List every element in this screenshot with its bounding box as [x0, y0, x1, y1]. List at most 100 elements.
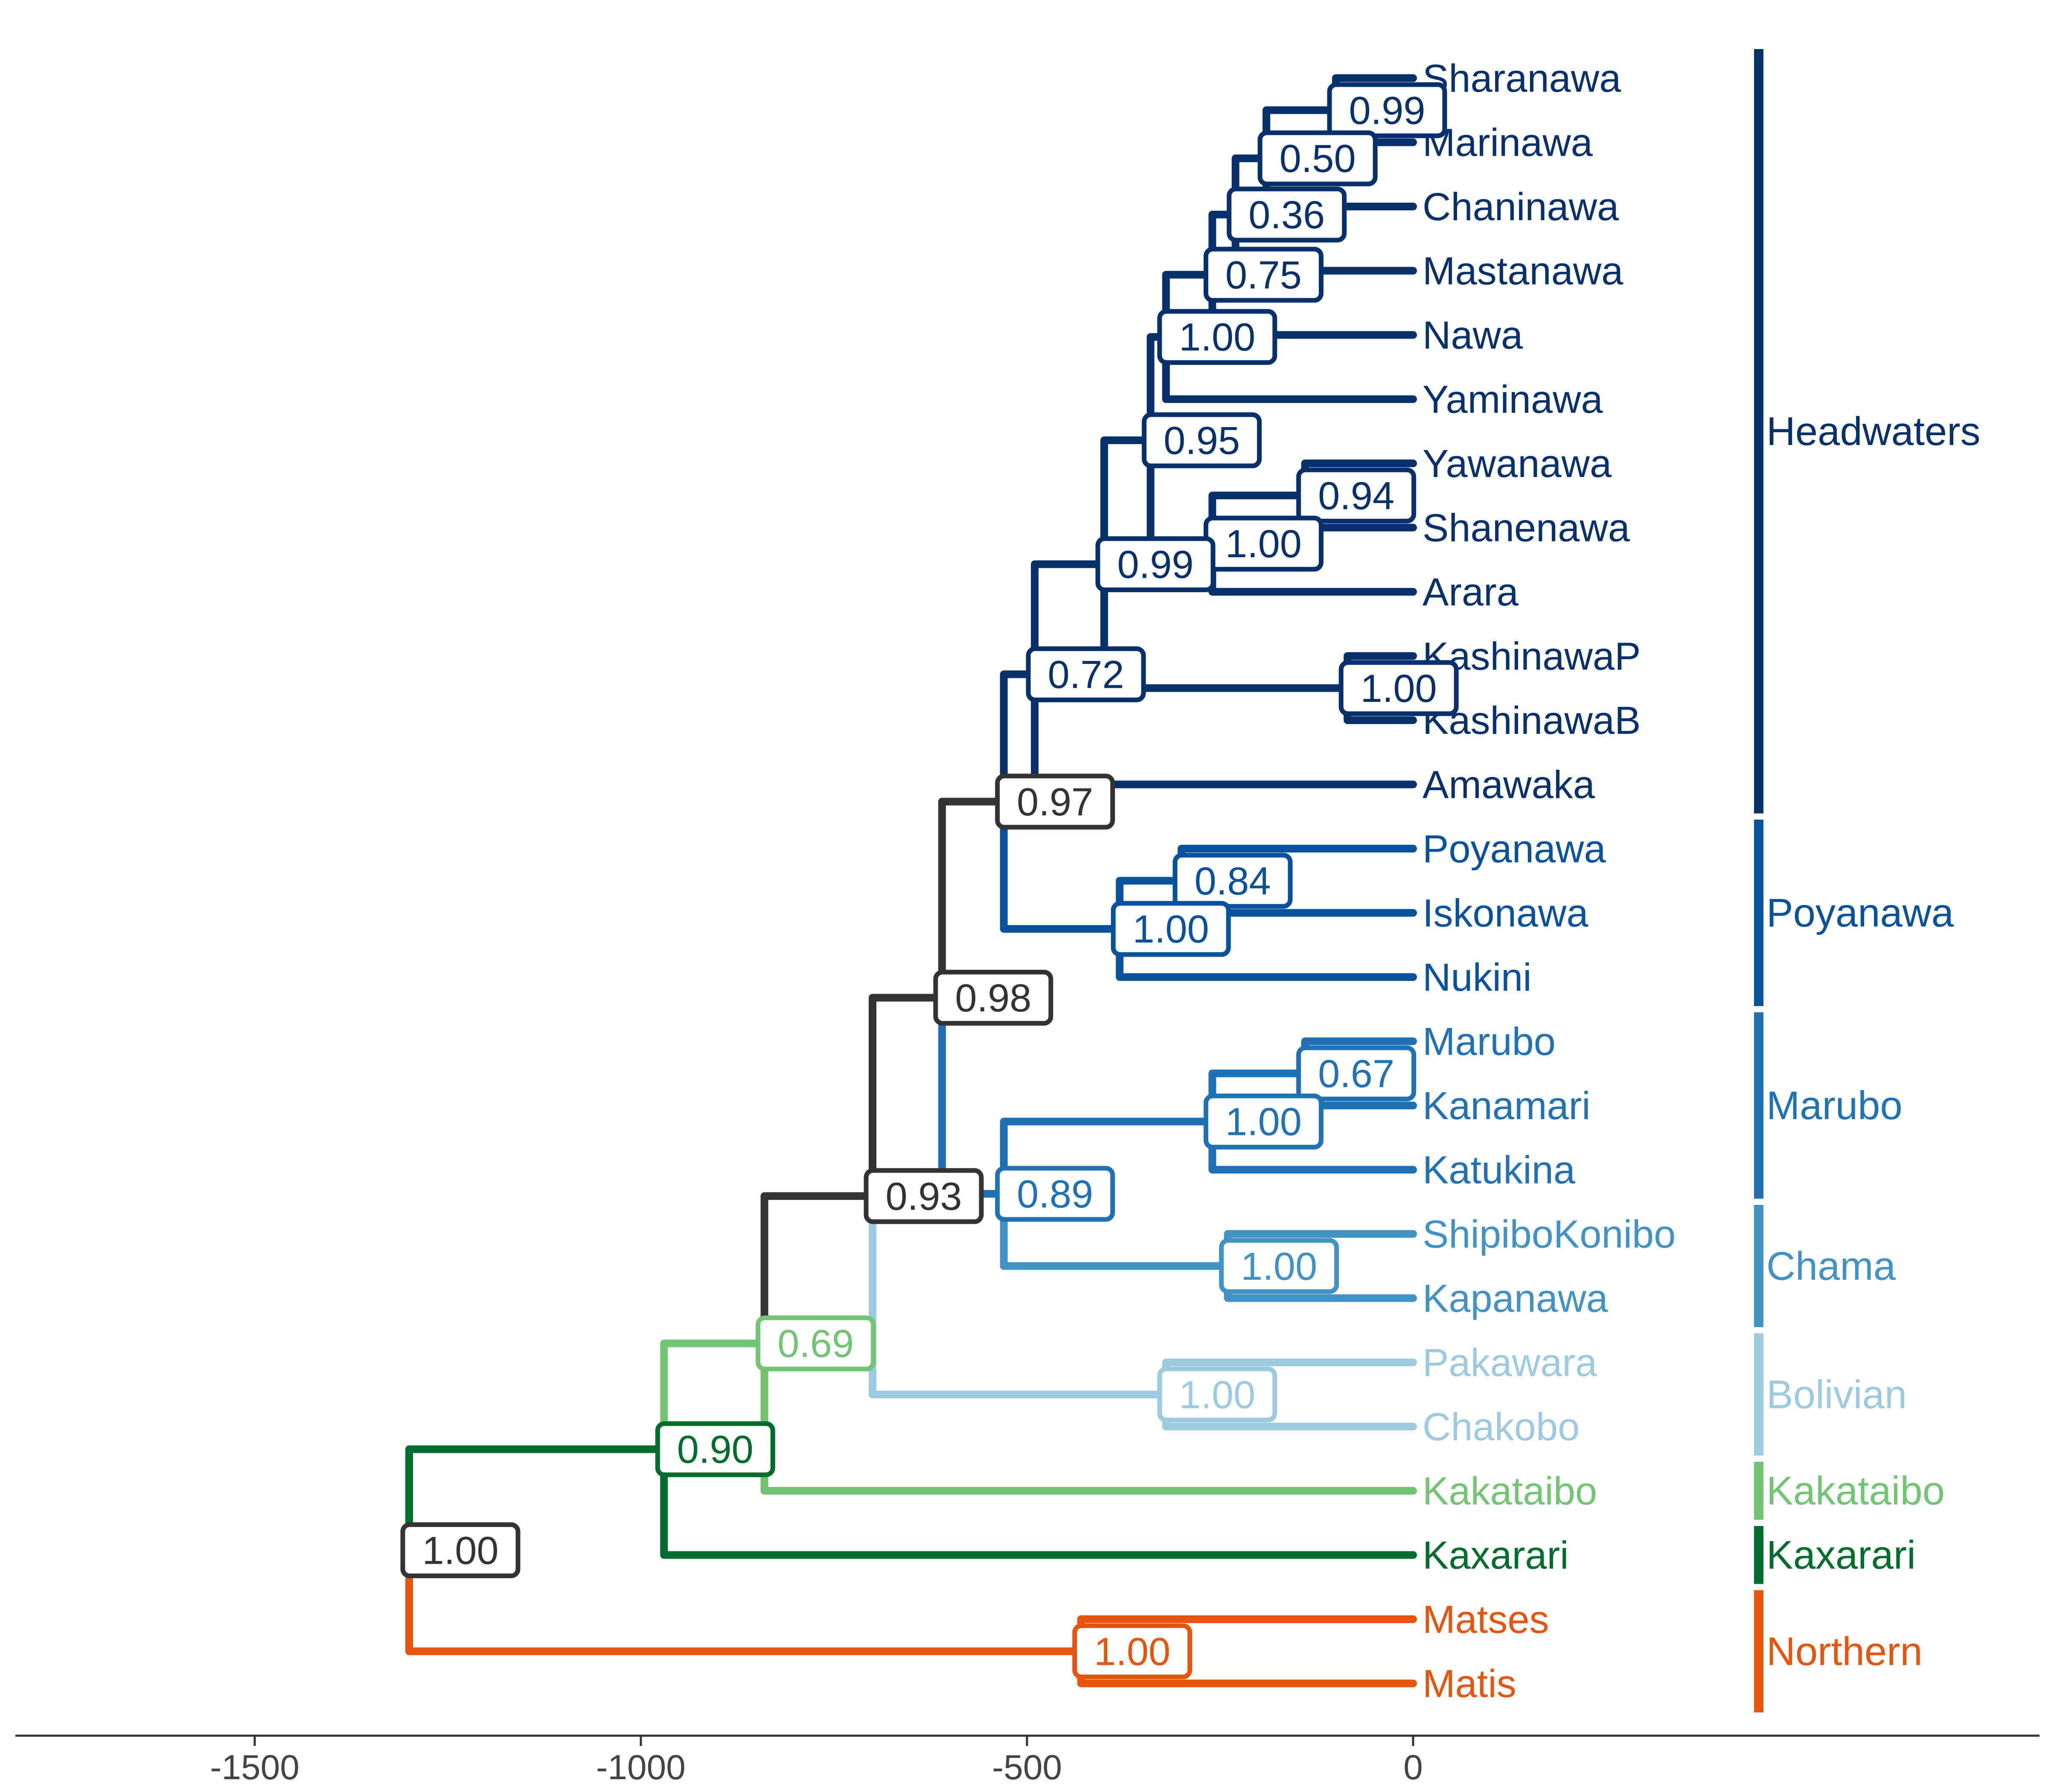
tip-label: Mastanawa — [1423, 250, 1623, 293]
tip-label: Pakawara — [1423, 1341, 1597, 1385]
support-text: 1.00 — [1133, 908, 1209, 951]
tip-label: Shanenawa — [1423, 506, 1630, 550]
tip-label: Sharanawa — [1423, 57, 1621, 100]
branch-n_root-1 — [405, 1546, 1085, 1655]
support-text: 0.97 — [1017, 780, 1093, 824]
support-value: 0.69 — [756, 1315, 876, 1372]
support-text: 0.98 — [955, 976, 1031, 1020]
support-value: 1.00 — [400, 1522, 521, 1578]
support-value: 0.95 — [1142, 412, 1262, 468]
time-axis: -1500 -1000 -500 0 — [15, 1734, 2039, 1787]
branch-n_core-1 — [869, 1192, 1170, 1399]
tip-label: Poyanawa — [1423, 827, 1606, 871]
clade-bars: Headwaters Poyanawa Marubo Chama Bolivian Kak… — [1754, 49, 1981, 1713]
branch-n_inner-1 — [938, 994, 1008, 1198]
support-value: 0.93 — [864, 1168, 984, 1224]
support-value: 1.00 — [1203, 515, 1324, 572]
tip-label: Iskonawa — [1423, 892, 1588, 935]
support-text: 0.69 — [777, 1322, 854, 1366]
support-value: 1.00 — [1219, 1238, 1339, 1294]
tip-label: Kanamari — [1423, 1084, 1591, 1128]
clade-label: Chama — [1766, 1243, 1896, 1288]
support-text: 1.00 — [1225, 1100, 1302, 1144]
axis-tick-label: -1000 — [596, 1748, 686, 1787]
support-value: 0.84 — [1172, 852, 1293, 909]
tip-label: Kakataibo — [1423, 1469, 1597, 1513]
support-text: 1.00 — [1225, 522, 1302, 566]
support-value: 0.36 — [1227, 186, 1347, 243]
branch-n_hw_poy-0 — [1000, 670, 1039, 806]
tip-label: Amawaka — [1423, 763, 1595, 807]
support-text: 0.75 — [1225, 253, 1302, 297]
branch-n_inner-0 — [938, 797, 1008, 1002]
support-value: 1.00 — [1072, 1623, 1193, 1679]
tip-label: Chaninawa — [1423, 185, 1619, 229]
support-text: 1.00 — [1241, 1245, 1317, 1288]
support-text: 1.00 — [1179, 1373, 1255, 1417]
tip-label: Yawanawa — [1423, 442, 1612, 486]
clade-label: Kaxarari — [1766, 1533, 1916, 1577]
tip-label: Chakobo — [1423, 1405, 1580, 1449]
clade-label: Northern — [1766, 1629, 1923, 1673]
branch-n_kak-0 — [760, 1192, 876, 1347]
support-value: 0.98 — [933, 969, 1053, 1026]
tip-label: Yaminawa — [1423, 378, 1603, 422]
support-text: 1.00 — [1179, 316, 1255, 359]
support-value: 0.50 — [1257, 130, 1378, 186]
support-text: 0.67 — [1318, 1052, 1394, 1096]
support-text: 0.84 — [1194, 859, 1271, 903]
support-value: 0.97 — [995, 774, 1115, 830]
support-text: 0.95 — [1164, 419, 1240, 463]
support-value: 0.99 — [1095, 536, 1216, 592]
branch-n_root-0 — [405, 1445, 668, 1554]
branch-n_kak-1 — [760, 1339, 1417, 1495]
branch-n_core-0 — [869, 994, 946, 1200]
support-value: 0.94 — [1296, 467, 1417, 524]
support-text: 0.89 — [1017, 1172, 1093, 1216]
support-text: 0.99 — [1349, 89, 1425, 132]
branch-n_hw_poy-1 — [1000, 797, 1124, 933]
support-labels: 0.99 0.50 0.36 0.75 1.00 0.94 1.00 0.95 1.00 0.99… — [400, 82, 1459, 1679]
axis-tick-label: -1500 — [210, 1748, 300, 1787]
support-value: 0.75 — [1203, 247, 1324, 303]
support-value: 1.00 — [1157, 1366, 1277, 1423]
support-value: 1.00 — [1203, 1094, 1324, 1150]
clade-label: Kakataibo — [1766, 1468, 1945, 1513]
axis-tick-label: 0 — [1403, 1748, 1423, 1787]
clade-label: Bolivian — [1766, 1372, 1907, 1417]
support-text: 0.36 — [1248, 193, 1325, 237]
tip-label: KashinawaB — [1423, 699, 1641, 742]
tip-label: Kaxarari — [1423, 1534, 1569, 1577]
support-text: 0.72 — [1048, 653, 1124, 696]
branch-n_kash_grp-0 — [1100, 436, 1155, 568]
support-value: 0.72 — [1026, 646, 1146, 702]
support-value: 1.00 — [1111, 901, 1231, 957]
tip-label: Arara — [1423, 570, 1519, 614]
branch-n_headwaters-0 — [1031, 560, 1108, 678]
support-value: 0.90 — [655, 1421, 775, 1478]
tip-label: Nukini — [1423, 956, 1532, 999]
support-text: 1.00 — [422, 1529, 498, 1572]
branch-n_kax-0 — [660, 1339, 768, 1453]
support-value: 0.89 — [995, 1166, 1115, 1222]
support-text: 0.50 — [1280, 137, 1356, 180]
support-value: 0.67 — [1296, 1045, 1417, 1102]
support-text: 1.00 — [1361, 667, 1437, 710]
tip-label: Matses — [1423, 1598, 1549, 1641]
support-text: 1.00 — [1094, 1630, 1170, 1673]
support-text: 0.93 — [885, 1175, 962, 1218]
support-value: 1.00 — [1338, 660, 1459, 716]
tip-label: KashinawaP — [1423, 635, 1641, 678]
tip-label: Marinawa — [1423, 121, 1593, 165]
tip-labels: Sharanawa Marinawa Chaninawa Mastanawa Nawa Y… — [1423, 57, 1676, 1706]
branch-n_kax-1 — [660, 1445, 1417, 1559]
clade-label: Headwaters — [1766, 409, 1981, 454]
clade-label: Marubo — [1766, 1083, 1903, 1128]
tip-label: ShipiboKonibo — [1423, 1213, 1676, 1256]
support-text: 0.94 — [1318, 474, 1394, 518]
axis-tick-label: -500 — [992, 1748, 1062, 1787]
tip-label: Kapanawa — [1423, 1277, 1609, 1321]
clade-label: Poyanawa — [1766, 890, 1954, 935]
support-value: 0.99 — [1327, 82, 1447, 138]
